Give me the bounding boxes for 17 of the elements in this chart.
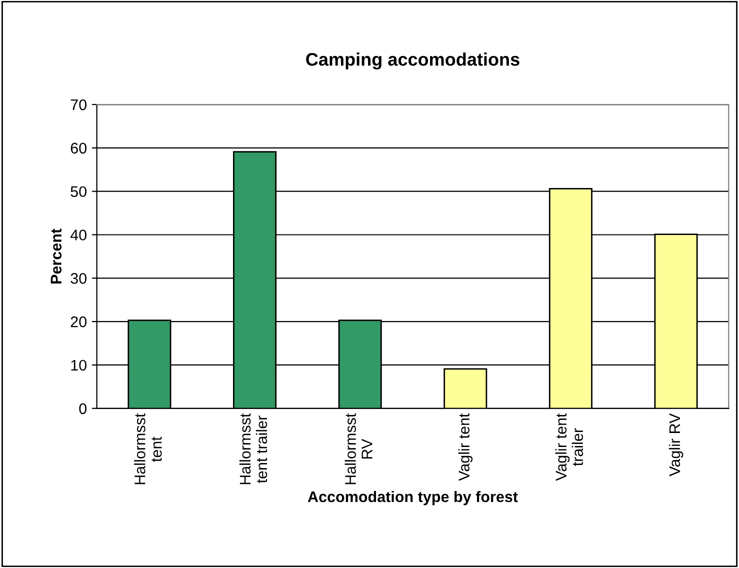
y-tick-label: 40 <box>70 230 86 240</box>
y-tick-label: 0 <box>79 403 86 414</box>
y-tick-label: 70 <box>70 99 86 110</box>
x-tick-label: Hallormsst RV <box>344 413 372 484</box>
x-tick-label: Vaglir tent <box>458 413 473 481</box>
y-tick-label: 20 <box>70 316 86 328</box>
x-axis-title: Accomodation type by forest <box>308 490 518 506</box>
x-tick-label: Hallormsst tent <box>134 413 162 484</box>
x-tick-label: Vaglir tent trailer <box>555 413 584 481</box>
y-axis-title: Percent <box>50 228 62 284</box>
x-tick-label: Vaglir RV <box>668 413 684 476</box>
y-tick-label: 50 <box>70 186 86 198</box>
y-tick-label: 60 <box>70 142 86 154</box>
y-tick-label: 10 <box>71 360 86 371</box>
y-tick-label: 30 <box>70 273 86 284</box>
chart-title: Camping accomodations <box>306 52 520 70</box>
x-tick-label: Hallormsst tent trailer <box>239 413 268 484</box>
